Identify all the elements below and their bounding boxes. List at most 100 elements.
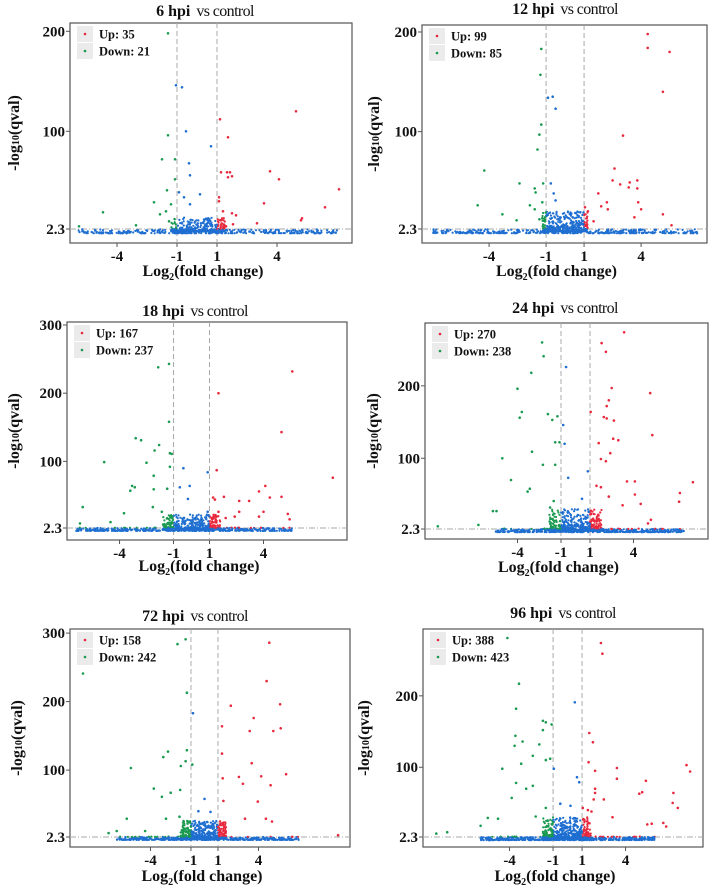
gene-point-band: [564, 529, 567, 532]
gene-point-band: [570, 508, 574, 511]
gene-point-band: [639, 530, 642, 533]
legend-marker-up: [435, 34, 439, 38]
gene-point-band: [229, 838, 233, 841]
gene-point-band: [497, 230, 500, 233]
gene-point-band: [593, 523, 596, 526]
gene-point-band: [273, 528, 276, 531]
gene-point-band: [586, 516, 589, 519]
gene-point-band: [649, 528, 653, 531]
y-tick-label: 100: [43, 124, 66, 140]
gene-point-band: [186, 524, 189, 527]
gene-point-up: [606, 208, 610, 211]
gene-point-band: [199, 229, 202, 232]
gene-point-down: [160, 510, 164, 514]
gene-point-band: [99, 529, 102, 532]
gene-point-not-significant: [566, 476, 570, 480]
gene-point-band: [285, 838, 288, 842]
gene-point-band: [198, 836, 201, 840]
gene-point-band: [564, 216, 567, 219]
gene-point-band: [554, 524, 558, 527]
gene-point-band: [197, 219, 200, 222]
gene-point-band: [188, 223, 192, 226]
gene-point-band: [553, 528, 556, 531]
gene-point-band: [278, 529, 281, 532]
gene-point-band: [193, 529, 196, 533]
gene-point-band: [207, 524, 210, 527]
gene-point-band: [551, 518, 555, 522]
gene-point-band: [543, 224, 546, 227]
gene-point-band: [552, 232, 555, 235]
gene-point-band: [200, 517, 203, 521]
gene-point-up: [299, 219, 303, 222]
gene-point-band: [557, 524, 560, 527]
gene-point-band: [543, 231, 546, 234]
gene-point-band: [282, 526, 285, 530]
gene-point-band: [176, 837, 180, 841]
gene-point-down: [157, 443, 161, 447]
gene-point-band: [182, 224, 185, 227]
gene-point-band: [224, 231, 227, 234]
gene-point-band: [555, 519, 558, 522]
gene-point-band: [454, 230, 457, 233]
y-label-rest: (qval): [6, 95, 23, 135]
gene-point-band: [297, 837, 300, 840]
gene-point-band: [537, 230, 540, 233]
gene-point-band: [320, 231, 323, 234]
gene-point-band: [201, 831, 204, 834]
gene-point-band: [553, 520, 556, 524]
gene-point-up: [231, 223, 235, 226]
y-tick-label: 200: [395, 25, 418, 41]
gene-point-band: [586, 523, 589, 526]
gene-point-up: [678, 491, 682, 495]
x-tick-label: 1: [213, 249, 221, 265]
gene-point-band: [585, 217, 588, 220]
gene-point-band: [91, 231, 94, 234]
gene-point-down: [139, 438, 143, 442]
gene-point-band: [567, 519, 570, 522]
gene-point-band: [155, 529, 158, 533]
gene-point-band: [198, 230, 201, 234]
gene-point-up: [221, 777, 224, 780]
panel-title: 96 hpi vs control: [510, 605, 617, 622]
gene-point-band: [110, 527, 113, 530]
x-label-rest: (fold change): [173, 868, 262, 885]
gene-point-band: [640, 528, 644, 531]
gene-point-up: [646, 32, 649, 36]
gene-point-band: [206, 526, 209, 529]
gene-point-up: [222, 495, 226, 499]
gene-point-band: [277, 230, 280, 233]
x-tick-label: -1: [171, 249, 184, 265]
gene-point-band: [177, 232, 180, 235]
title-comparison: vs control: [560, 1, 619, 18]
legend-label-up: Up: 99: [451, 30, 487, 44]
gene-point-band: [192, 527, 195, 530]
gene-point-up: [243, 817, 247, 820]
title-timepoint: 12 hpi: [512, 1, 555, 18]
gene-point-down: [143, 829, 147, 833]
gene-point-band: [199, 224, 203, 227]
gene-point-band: [101, 229, 104, 232]
gene-point-band: [177, 514, 180, 517]
gene-point-down: [129, 489, 132, 493]
gene-point-band: [163, 519, 166, 522]
gene-point-not-significant: [188, 484, 191, 488]
gene-point-down: [542, 354, 545, 358]
gene-point-up: [661, 90, 665, 94]
gene-point-band: [197, 830, 200, 834]
gene-point-band: [222, 837, 225, 841]
gene-point-band: [189, 513, 192, 516]
gene-point-band: [599, 529, 603, 532]
gene-point-band: [203, 219, 206, 222]
gene-point-band: [204, 516, 207, 519]
gene-point-up: [622, 331, 626, 334]
gene-point-up: [592, 220, 595, 223]
gene-point-band: [108, 232, 112, 235]
gene-point-band: [182, 220, 185, 223]
gene-point-up: [670, 224, 673, 227]
gene-point-band: [219, 520, 222, 523]
gene-point-band: [618, 230, 622, 233]
gene-point-band: [670, 232, 673, 235]
gene-point-band: [177, 526, 180, 530]
gene-point-band: [119, 835, 122, 838]
gene-point-band: [126, 232, 129, 235]
